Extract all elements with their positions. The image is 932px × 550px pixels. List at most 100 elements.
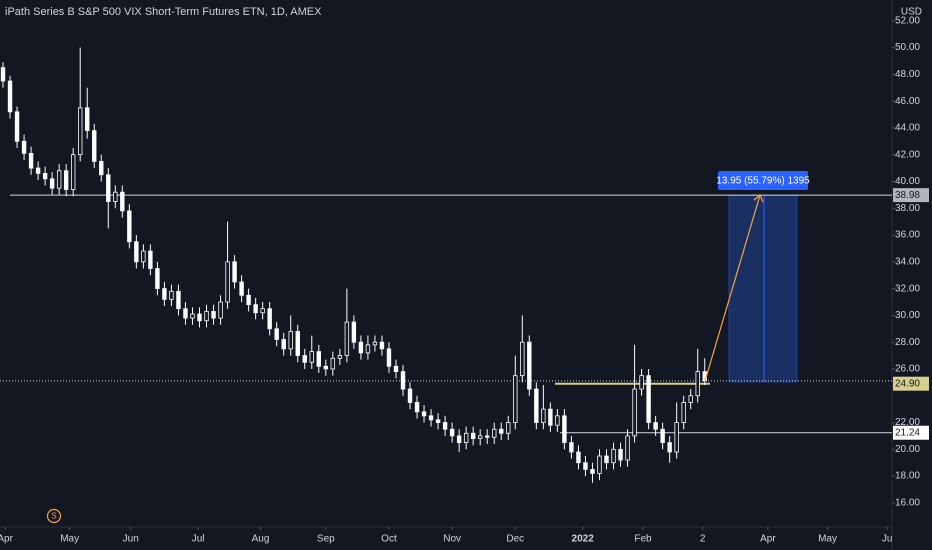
y-tick-label: 32.00 — [895, 283, 920, 294]
svg-text:S: S — [51, 512, 56, 521]
candle-body — [414, 402, 420, 413]
candle-body — [155, 268, 160, 290]
candle-body — [260, 308, 265, 314]
candle-body — [14, 111, 20, 142]
candle-body — [463, 432, 469, 444]
candle-body — [35, 167, 41, 174]
candle-body — [281, 339, 286, 350]
candle-body — [204, 310, 209, 322]
x-tick-label: 2022 — [572, 534, 595, 545]
candle-body — [169, 290, 174, 300]
icon: S — [46, 508, 62, 524]
candle-body — [667, 442, 672, 453]
y-tick-label: 46.00 — [895, 96, 920, 107]
x-tick-label: Jul — [192, 534, 205, 545]
candle-body — [527, 341, 532, 390]
arrow-head — [753, 194, 764, 203]
currency: USD — [901, 7, 922, 18]
price-label: 24.90 — [895, 378, 920, 389]
candle-body — [513, 375, 518, 423]
candle-body — [449, 428, 455, 437]
candle-body — [541, 408, 546, 423]
candle-body — [239, 281, 244, 296]
candle-body — [323, 365, 329, 370]
candle-body — [688, 395, 693, 403]
candle-body — [351, 321, 357, 343]
x-tick-label: May — [60, 534, 79, 545]
candle-body — [632, 388, 637, 437]
y-tick-label: 44.00 — [895, 123, 920, 134]
position-label: 13.95 (55.79%) 1395 — [716, 176, 810, 187]
y-tick-label: 48.00 — [895, 69, 920, 80]
candle-body — [365, 344, 371, 354]
candle-body — [211, 310, 216, 319]
candle-body — [456, 435, 462, 444]
candle-body — [134, 241, 139, 263]
candle-body — [569, 442, 574, 453]
position-label-bg — [718, 171, 808, 190]
price-label: 38.98 — [895, 190, 920, 201]
candle-body — [548, 408, 553, 426]
plot: 16.00 18.00 20.00 22.00 26.00 28.00 30.00 32.00… — [0, 15, 920, 545]
candle-body — [520, 341, 525, 377]
y-tick-label: 34.00 — [895, 256, 920, 267]
chart-title: iPath Series B S&P 500 VIX Short-Term Fu… — [5, 6, 322, 18]
y-tick-label: 20.00 — [895, 444, 920, 455]
candle-body — [232, 261, 237, 283]
candle-body — [695, 371, 700, 397]
x-tick-label: Feb — [634, 534, 652, 545]
candle-body — [70, 154, 76, 190]
candle-body — [611, 448, 616, 464]
candle-body — [316, 351, 321, 367]
candle-body — [379, 341, 385, 350]
x-tick-label: 2 — [700, 534, 706, 545]
candle-body — [604, 455, 609, 464]
y-tick-label: 28.00 — [895, 337, 920, 348]
y-tick-label: 50.00 — [895, 42, 920, 53]
x-tick-label: Aug — [252, 534, 270, 545]
candle-body — [639, 375, 644, 390]
candle-body — [78, 107, 83, 156]
candle-body — [428, 415, 434, 421]
y-tick-label: 26.00 — [895, 364, 920, 375]
candle-body — [555, 415, 560, 426]
candle-body — [681, 402, 686, 423]
candle-body — [435, 419, 441, 423]
candle-body — [309, 351, 314, 363]
candle-body — [583, 462, 588, 470]
position-box — [728, 194, 798, 383]
candle-body — [7, 80, 13, 113]
candle-body — [197, 313, 202, 322]
candle-body — [499, 428, 504, 434]
candle-body — [386, 348, 392, 367]
candle-body — [562, 415, 567, 444]
candle-body — [400, 371, 406, 390]
y-tick-label: 42.00 — [895, 149, 920, 160]
candle-body — [393, 365, 399, 373]
candle-body — [190, 313, 195, 319]
x-tick-label: Jun — [123, 534, 139, 545]
y-tick-label: 30.00 — [895, 310, 920, 321]
x-tick-label: Ju — [882, 534, 893, 545]
candle-body — [0, 67, 6, 82]
y-tick-label: 22.00 — [895, 417, 920, 428]
x-tick-label: Oct — [381, 534, 397, 545]
candle-body — [176, 290, 181, 310]
candle-body — [653, 422, 658, 430]
candle-body — [625, 435, 630, 461]
candle-body — [372, 341, 378, 346]
candle-body — [506, 422, 511, 434]
x-tick-label: Apr — [760, 534, 776, 545]
candle-body — [618, 448, 623, 461]
candle-body — [576, 451, 581, 464]
candle-body — [470, 432, 476, 440]
price-label-bg — [893, 188, 929, 203]
price-label-bg — [893, 425, 929, 440]
candle-body — [337, 355, 343, 359]
candle-body — [344, 321, 350, 356]
candle-body — [492, 428, 497, 438]
x-tick-label: May — [818, 534, 837, 545]
candle-body — [288, 331, 293, 350]
candle-body — [148, 250, 153, 269]
